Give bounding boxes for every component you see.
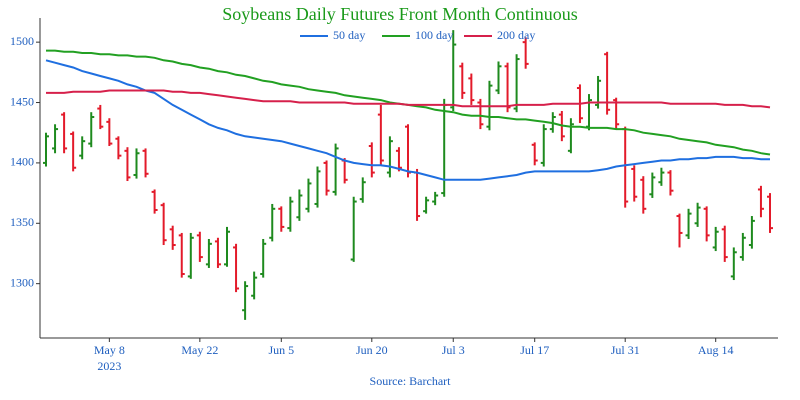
year-label: 2023 <box>97 359 121 373</box>
x-tick-label: Jun 5 <box>268 343 294 357</box>
x-tick-label: Jul 17 <box>520 343 549 357</box>
y-tick-label: 1450 <box>10 94 34 108</box>
ma-line <box>45 59 770 181</box>
x-tick-label: Aug 14 <box>698 343 734 357</box>
legend-label: 50 day <box>333 28 365 42</box>
x-tick-label: May 8 <box>94 343 125 357</box>
chart-title: Soybeans Daily Futures Front Month Conti… <box>222 4 578 24</box>
x-tick-label: Jul 31 <box>611 343 640 357</box>
y-tick-label: 1500 <box>10 34 34 48</box>
ma-line <box>46 89 771 109</box>
x-tick-label: Jul 3 <box>442 343 465 357</box>
legend-label: 100 day <box>415 28 453 42</box>
legend-label: 200 day <box>497 28 535 42</box>
y-tick-label: 1350 <box>10 215 34 229</box>
y-tick-label: 1400 <box>10 155 34 169</box>
x-tick-label: May 22 <box>181 343 218 357</box>
source: Source: Barchart <box>370 374 452 388</box>
y-tick-label: 1300 <box>10 275 34 289</box>
x-tick-label: Jun 20 <box>356 343 388 357</box>
